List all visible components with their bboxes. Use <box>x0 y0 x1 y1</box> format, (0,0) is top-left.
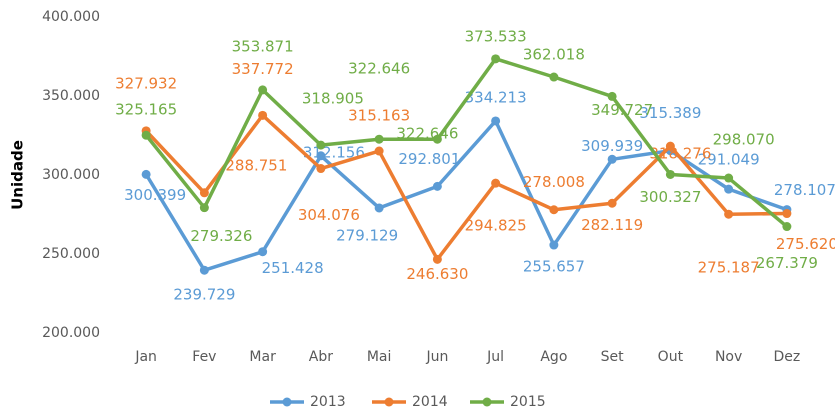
marker <box>724 184 734 194</box>
marker <box>549 205 559 215</box>
data-label: 304.076 <box>298 206 360 224</box>
marker <box>141 169 151 179</box>
data-label: 294.825 <box>465 217 527 235</box>
data-label: 288.751 <box>225 156 287 174</box>
data-label: 334.213 <box>465 88 527 106</box>
x-tick-label: Jan <box>134 349 157 365</box>
data-label: 309.939 <box>581 137 643 155</box>
data-label: 322.646 <box>348 60 410 78</box>
marker <box>432 181 442 191</box>
data-label: 255.657 <box>523 258 585 276</box>
marker <box>316 164 326 174</box>
marker <box>258 85 268 95</box>
marker <box>724 209 734 219</box>
data-label: 315.163 <box>348 107 410 125</box>
x-tick-label: Jun <box>425 349 448 365</box>
data-label: 246.630 <box>406 265 468 283</box>
data-label: 251.428 <box>262 259 324 277</box>
data-label: 325.165 <box>115 101 177 119</box>
marker <box>549 72 559 82</box>
marker <box>432 254 442 264</box>
marker <box>491 54 501 64</box>
x-tick-label: Fev <box>192 349 216 365</box>
marker <box>491 178 501 188</box>
y-tick-label: 350.000 <box>42 88 100 104</box>
legend-marker <box>282 397 292 407</box>
x-tick-label: Abr <box>309 349 333 365</box>
data-label: 353.871 <box>232 37 294 55</box>
x-tick-label: Jul <box>486 349 504 365</box>
marker <box>607 154 617 164</box>
marker <box>665 169 675 179</box>
data-label: 275.620 <box>776 235 835 253</box>
line <box>144 57 788 228</box>
marker <box>141 130 151 140</box>
x-tick-label: Out <box>658 349 684 365</box>
data-label: 300.327 <box>639 188 701 206</box>
legend-marker <box>384 397 394 407</box>
marker <box>374 146 384 156</box>
y-axis-label: Unidade <box>9 140 27 210</box>
data-label: 278.107 <box>774 181 835 199</box>
data-label: 291.049 <box>698 151 760 169</box>
data-label: 373.533 <box>465 27 527 45</box>
marker <box>258 110 268 120</box>
legend-label: 2014 <box>412 394 448 410</box>
line <box>144 113 787 262</box>
x-tick-label: Dez <box>774 349 801 365</box>
marker <box>607 198 617 208</box>
x-tick-label: Mar <box>249 349 276 365</box>
marker <box>724 173 734 183</box>
legend-label: 2015 <box>510 394 546 410</box>
data-label: 298.070 <box>713 131 775 149</box>
data-label: 282.119 <box>581 216 643 234</box>
x-tick-label: Mai <box>367 349 392 365</box>
marker <box>374 203 384 213</box>
y-tick-label: 300.000 <box>42 167 100 183</box>
data-label: 279.326 <box>190 227 252 245</box>
marker <box>374 134 384 144</box>
marker <box>199 203 209 213</box>
y-tick-label: 400.000 <box>42 9 100 25</box>
marker <box>316 140 326 150</box>
legend-label: 2013 <box>310 394 346 410</box>
data-label: 315.389 <box>639 104 701 122</box>
data-label: 362.018 <box>523 46 585 64</box>
data-label: 322.646 <box>396 125 458 143</box>
y-tick-label: 250.000 <box>42 246 100 262</box>
legend-marker <box>482 397 492 407</box>
x-tick-label: Ago <box>540 349 567 365</box>
marker <box>782 209 792 219</box>
data-label: 327.932 <box>115 74 177 92</box>
marker <box>665 141 675 151</box>
data-label: 267.379 <box>756 254 818 272</box>
x-tick-label: Set <box>601 349 625 365</box>
data-label: 279.129 <box>336 226 398 244</box>
data-label: 275.187 <box>698 259 760 277</box>
x-tick-label: Nov <box>715 349 742 365</box>
data-label: 300.399 <box>124 186 186 204</box>
data-label: 318.276 <box>649 145 711 163</box>
marker <box>607 91 617 101</box>
marker <box>199 265 209 275</box>
marker <box>782 222 792 232</box>
marker <box>316 151 326 161</box>
marker <box>258 247 268 257</box>
data-label: 337.772 <box>232 60 294 78</box>
marker <box>199 188 209 198</box>
y-tick-label: 200.000 <box>42 325 100 341</box>
data-label: 318.905 <box>302 90 364 108</box>
data-label: 278.008 <box>523 173 585 191</box>
marker <box>432 134 442 144</box>
marker <box>491 116 501 126</box>
data-label: 349.727 <box>591 101 653 119</box>
data-label: 292.801 <box>398 150 460 168</box>
data-label: 239.729 <box>173 286 235 304</box>
marker <box>549 240 559 250</box>
